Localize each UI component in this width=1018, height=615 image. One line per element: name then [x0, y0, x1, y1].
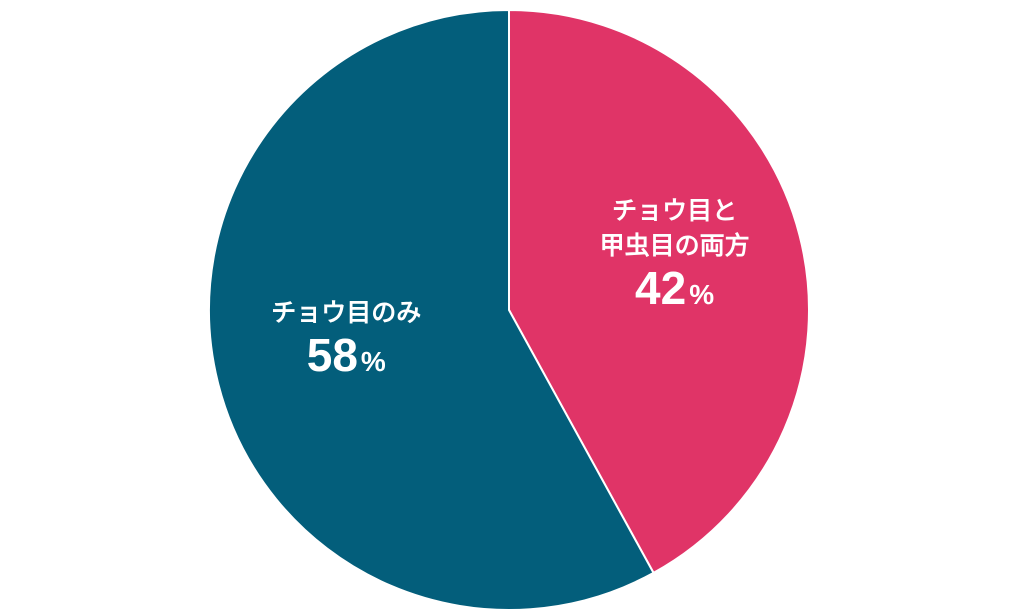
slice-value-number-2: 58: [307, 329, 358, 381]
pie-slice-2: [208, 9, 655, 611]
slice-value-unit-1: %: [689, 279, 714, 310]
slice-label-2-line-1: チョウ目のみ: [271, 298, 421, 327]
pie-slice-1: [508, 9, 810, 574]
slice-label-1-line-1: チョウ目と: [612, 196, 737, 225]
pie-slices: [208, 9, 810, 611]
slice-value-2: 58%: [307, 329, 386, 381]
slice-value-number-1: 42: [635, 262, 686, 314]
slice-value-unit-2: %: [361, 346, 386, 377]
slice-value-1: 42%: [635, 262, 714, 314]
slice-label-1-line-2: 甲虫目の両方: [600, 231, 750, 260]
